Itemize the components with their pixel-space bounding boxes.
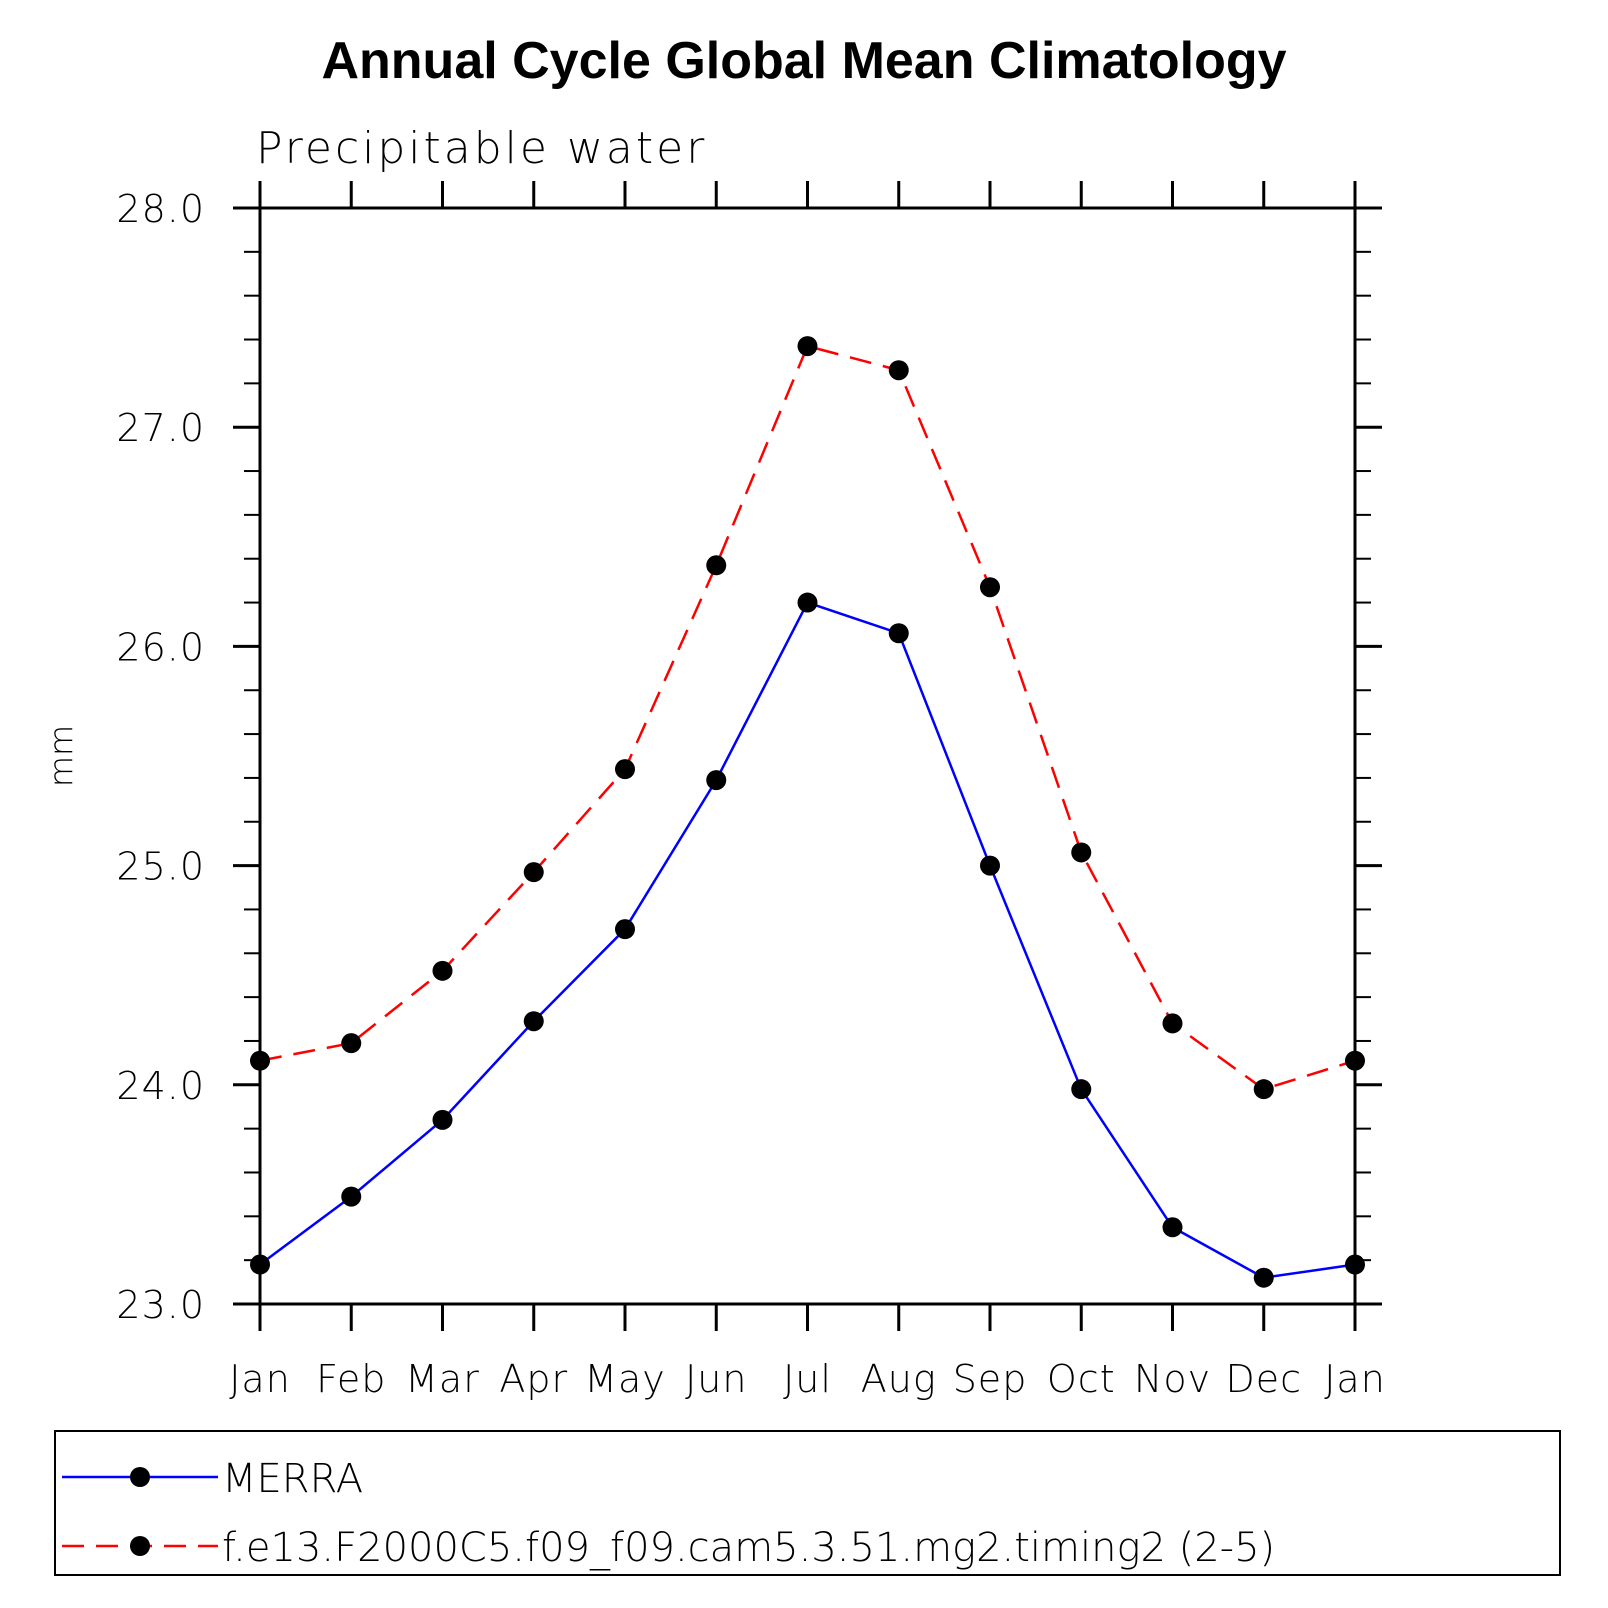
series-1-point: [797, 592, 818, 613]
series-1-point: [1162, 1217, 1183, 1238]
x-tick-label: Mar: [405, 1357, 480, 1401]
legend: MERRA f.e13.F2000C5.f09_f09.cam5.3.51.mg2…: [54, 1430, 1561, 1576]
series-2-point: [706, 555, 727, 576]
series-1-point: [706, 770, 727, 791]
series-1-point: [523, 1011, 544, 1032]
x-tick-label: Sep: [953, 1357, 1028, 1401]
series-2-point: [888, 360, 909, 381]
legend-label-2: f.e13.F2000C5.f09_f09.cam5.3.51.mg2.timi…: [222, 1525, 1275, 1571]
series-1-point: [1253, 1267, 1274, 1288]
series-1-point: [615, 919, 635, 940]
plot-frame: [258, 206, 1357, 1306]
series-1-point: [250, 1254, 270, 1275]
y-tick-labels: 23.0 24.0 25.0 26.0 27.0 28.0: [116, 187, 205, 1327]
y-tick-label: 26.0: [116, 625, 205, 669]
series-1-point: [432, 1109, 453, 1130]
y-axis-label: mm: [42, 725, 80, 787]
series-2-point: [615, 759, 635, 780]
series-1-point: [1071, 1079, 1092, 1100]
series-2-point: [797, 336, 818, 357]
y-tick-label: 28.0: [116, 187, 205, 231]
series-1-point: [888, 623, 909, 644]
x-tick-label: Jan: [1324, 1357, 1386, 1401]
series-line-2: [259, 344, 1356, 1091]
legend-marker-2: [130, 1536, 150, 1556]
x-tick-label: May: [584, 1357, 666, 1401]
y-tick-label: 27.0: [116, 406, 205, 450]
series-layer: [250, 336, 1365, 1288]
series-1-point: [341, 1186, 362, 1207]
series-2-point: [1253, 1079, 1274, 1100]
series-1-point: [980, 855, 1000, 876]
series-2-point: [341, 1033, 362, 1054]
series-2-point: [1071, 842, 1092, 863]
series-2-point: [523, 862, 544, 883]
legend-box: [54, 1430, 1561, 1576]
x-tick-label: Nov: [1134, 1357, 1211, 1401]
series-2-point: [1345, 1050, 1365, 1071]
chart-title: Annual Cycle Global Mean Climatology: [321, 32, 1286, 90]
x-tick-label: Jan: [229, 1357, 291, 1401]
y-tick-label: 24.0: [116, 1064, 205, 1108]
x-tick-labels: Jan Feb Mar Apr May Jun Jul Aug Sep Oct Nov Dec Jan: [229, 1357, 1386, 1401]
series-2-point: [432, 960, 453, 981]
legend-marker-1: [130, 1467, 150, 1487]
x-tick-label: Oct: [1047, 1357, 1116, 1401]
x-tick-label: Jul: [783, 1357, 832, 1401]
x-tick-label: Jun: [685, 1357, 747, 1401]
x-tick-label: Aug: [861, 1357, 937, 1401]
y-tick-label: 23.0: [116, 1283, 205, 1327]
x-tick-label: Feb: [316, 1357, 386, 1401]
series-2-point: [1162, 1013, 1183, 1034]
x-tick-label: Apr: [499, 1357, 568, 1401]
chart-subtitle: Precipitable water: [256, 123, 707, 174]
legend-label-1: MERRA: [222, 1456, 363, 1502]
legend-entries: MERRA f.e13.F2000C5.f09_f09.cam5.3.51.mg2…: [62, 1456, 1275, 1571]
axis-ticks: [233, 181, 1382, 1331]
series-2-point: [250, 1050, 270, 1071]
x-tick-label: Dec: [1225, 1357, 1302, 1401]
y-tick-label: 25.0: [116, 845, 205, 889]
series-2-point: [980, 577, 1000, 598]
series-1-point: [1345, 1254, 1365, 1275]
series-line-1: [259, 601, 1356, 1279]
